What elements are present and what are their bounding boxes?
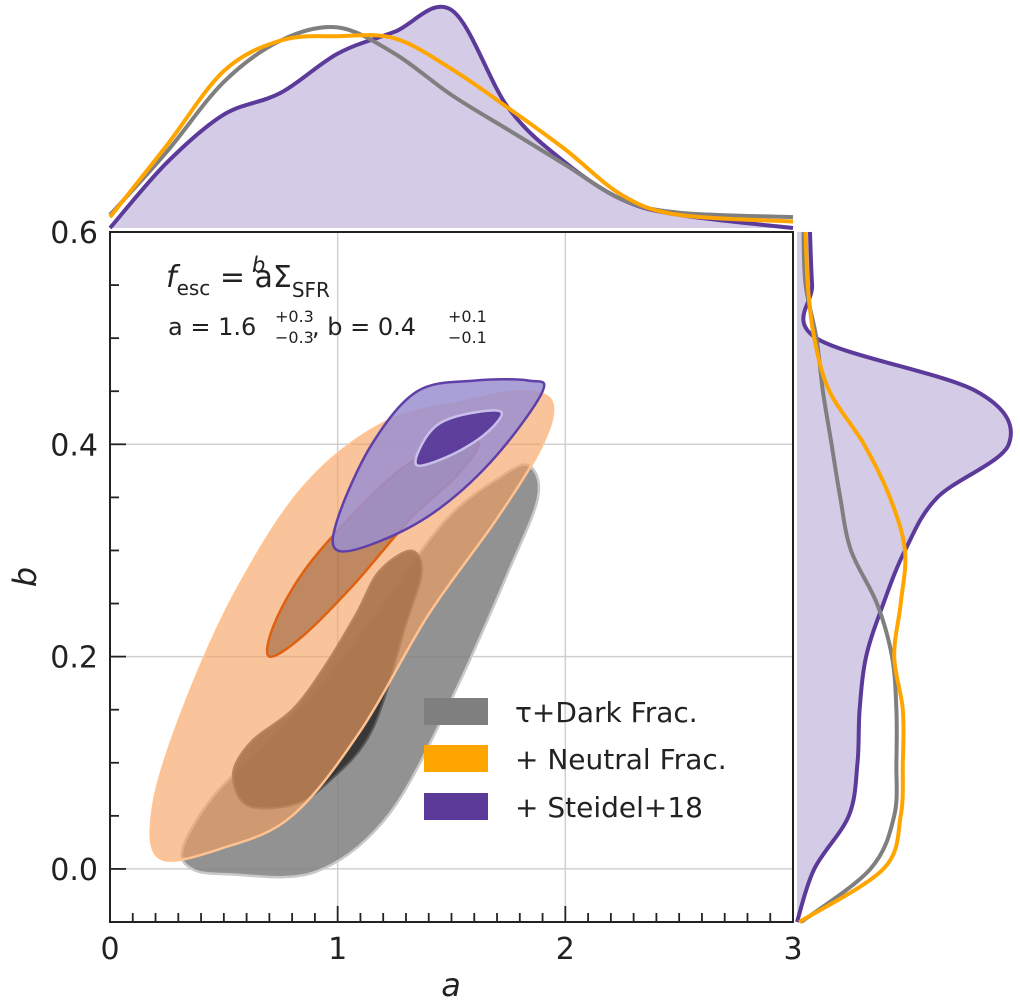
marginal-right-panel [795,231,1013,924]
fit-a-label: a = 1.6 [168,313,256,341]
y-tick-labels: 0.0 0.2 0.4 0.6 [50,216,98,888]
fit-b-sup: +0.1 [448,307,487,326]
formula-annotation: fesc = aΣSFR [166,260,330,302]
y-axis-label: b [6,567,44,587]
legend-label-neutral: + Neutral Frac. [515,743,727,776]
formula-sup: b [252,253,265,277]
y-tick-label: 0.6 [50,216,98,251]
legend-label-tau-dark: τ+Dark Frac. [515,696,698,729]
y-tick-label: 0.0 [50,853,98,888]
fit-b-label: , b = 0.4 [312,313,416,341]
x-tick-labels: 0 1 2 3 [100,932,802,967]
legend: τ+Dark Frac. + Neutral Frac. + Steidel+1… [424,696,727,824]
legend-swatch-steidel [424,793,488,820]
formula-lhs-sub: esc [177,276,211,300]
marginal-top-tau-dark-line [108,24,794,220]
marginal-right-steidel-fill [797,232,1011,922]
contours [149,378,555,879]
formula-sub: SFR [292,278,330,302]
legend-label-steidel: + Steidel+18 [515,791,703,824]
y-tick-label: 0.2 [50,641,98,676]
formula-mid: = aΣ [210,260,292,295]
marginal-top-neutral-line [108,33,794,224]
marginal-top-panel [108,4,794,230]
x-tick-label: 2 [556,932,575,967]
fit-a-sup: +0.3 [275,307,314,326]
marginal-right-neutral-line [798,231,908,924]
x-tick-label: 1 [328,932,347,967]
legend-swatch-tau-dark [424,698,488,725]
axis-ticks [109,231,794,923]
legend-swatch-neutral [424,745,488,772]
fit-a-sub: −0.3 [275,328,314,347]
x-tick-label: 3 [783,932,802,967]
marginal-top-steidel-fill [110,6,793,228]
x-tick-label: 0 [100,932,119,967]
x-axis-label: a [441,966,461,1003]
fit-b-sub: −0.1 [448,328,487,347]
contour-steidel-68 [414,409,504,468]
y-tick-label: 0.4 [50,428,98,463]
